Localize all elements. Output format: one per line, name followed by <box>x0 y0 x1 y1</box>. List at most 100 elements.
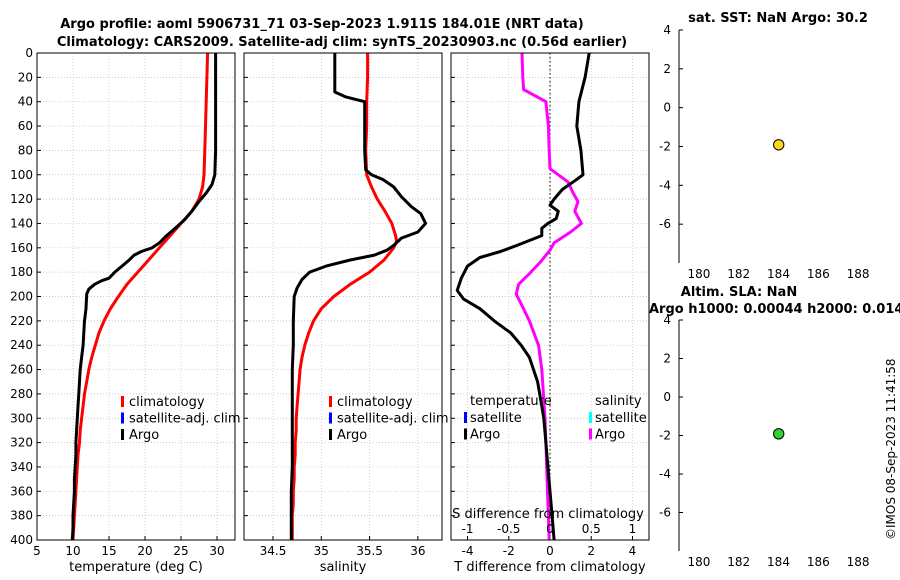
temperature-ytick-label: 260 <box>10 363 33 377</box>
sst-ytick-label: -2 <box>659 140 671 154</box>
difference-top-xtick-label: -0.5 <box>497 522 520 536</box>
temperature-ytick-label: 340 <box>10 460 33 474</box>
temperature-series-climatology <box>71 52 210 541</box>
sst-ytick-label: -6 <box>659 217 671 231</box>
difference-legend-right-label: Argo <box>595 428 625 443</box>
sla-ytick-label: -6 <box>659 506 671 520</box>
sla-ytick-label: 0 <box>663 390 671 404</box>
sst-panel-title: sat. SST: NaN Argo: 30.2 <box>688 11 868 26</box>
sst-xtick-label: 180 <box>687 267 710 281</box>
temperature-ytick-label: 100 <box>10 168 33 182</box>
temperature-ytick-label: 400 <box>10 533 33 547</box>
difference-xtick-label: -2 <box>503 544 515 558</box>
difference-xtick-label: 0 <box>546 544 554 558</box>
temperature-ytick-label: 80 <box>18 143 33 157</box>
difference-top-xlabel: S difference from climatology <box>452 507 644 522</box>
salinity-series-argo <box>289 53 428 540</box>
sst-ytick-label: 4 <box>663 23 671 37</box>
sst-ytick-label: 0 <box>663 101 671 115</box>
difference-legend-right-title: salinity <box>595 394 642 409</box>
difference-legend-right-swatch <box>589 412 592 423</box>
sst-xtick-label: 184 <box>767 267 790 281</box>
timestamp-watermark: ©IMOS 08-Sep-2023 11:41:58 <box>884 358 898 540</box>
salinity-xtick-label: 36 <box>410 544 425 558</box>
temperature-ytick-label: 40 <box>18 95 33 109</box>
difference-legend-right-swatch <box>589 428 592 440</box>
difference-legend-left-label: Argo <box>470 428 500 443</box>
difference-series-temperature-argo <box>455 52 591 541</box>
temperature-xtick-label: 15 <box>101 544 116 558</box>
temperature-ytick-label: 120 <box>10 192 33 206</box>
difference-xlabel: T difference from climatology <box>453 560 646 575</box>
difference-legend-left-title: temperature <box>470 394 552 409</box>
temperature-ytick-label: 0 <box>25 46 33 60</box>
sla-xtick-label: 180 <box>687 555 710 569</box>
temperature-ytick-label: 180 <box>10 265 33 279</box>
sla-panel-subtitle: Argo h1000: 0.00044 h2000: 0.014 <box>649 302 900 317</box>
temperature-xtick-label: 10 <box>65 544 80 558</box>
temperature-xtick-label: 30 <box>209 544 224 558</box>
temperature-ytick-label: 380 <box>10 509 33 523</box>
sst-xtick-label: 182 <box>727 267 750 281</box>
temperature-series-argo <box>70 53 218 541</box>
temperature-xtick-label: 5 <box>33 544 41 558</box>
sst-xtick-label: 186 <box>807 267 830 281</box>
sla-ytick-label: -2 <box>659 429 671 443</box>
difference-top-xtick-label: -1 <box>462 522 474 536</box>
salinity-xlabel: salinity <box>320 560 367 575</box>
temperature-axes-frame <box>36 52 236 541</box>
salinity-legend-swatch <box>329 396 332 407</box>
salinity-legend-label: climatology <box>337 395 413 410</box>
sla-xtick-label: 184 <box>767 555 790 569</box>
figure-title-line1: Argo profile: aoml 5906731_71 03-Sep-202… <box>60 17 584 32</box>
sla-argo-position-marker <box>772 428 785 440</box>
sla-xtick-label: 182 <box>727 555 750 569</box>
difference-xtick-label: 2 <box>587 544 595 558</box>
salinity-series-climatology <box>290 53 399 540</box>
salinity-xtick-label: 35 <box>314 544 329 558</box>
temperature-ytick-label: 360 <box>10 484 33 498</box>
sst-xtick-label: 188 <box>847 267 870 281</box>
sla-ytick-label: -4 <box>659 467 671 481</box>
salinity-legend-label: Argo <box>337 428 367 443</box>
temperature-legend-label: Argo <box>129 428 159 443</box>
figure-title-line2: Climatology: CARS2009. Satellite-adj cli… <box>57 35 627 50</box>
difference-axes-frame <box>450 52 650 541</box>
temperature-ytick-label: 280 <box>10 387 33 401</box>
salinity-legend-label: satellite-adj. clim <box>337 412 449 427</box>
temperature-xtick-label: 25 <box>173 544 188 558</box>
temperature-xtick-label: 20 <box>137 544 152 558</box>
temperature-ytick-label: 240 <box>10 338 33 352</box>
salinity-xtick-label: 34.5 <box>260 544 287 558</box>
salinity-legend-swatch <box>329 429 332 440</box>
temperature-ytick-label: 160 <box>10 241 33 255</box>
sla-panel-title: Altim. SLA: NaN <box>681 285 797 300</box>
temperature-legend-swatch <box>121 396 124 407</box>
sst-argo-position-marker <box>772 139 785 151</box>
temperature-ytick-label: 200 <box>10 290 33 304</box>
temperature-ytick-label: 320 <box>10 436 33 450</box>
difference-top-xtick-label: 0 <box>546 522 554 536</box>
salinity-xtick-label: 35.5 <box>356 544 383 558</box>
temperature-ytick-label: 140 <box>10 216 33 230</box>
difference-xtick-label: -4 <box>462 544 474 558</box>
temperature-ytick-label: 220 <box>10 314 33 328</box>
salinity-axes-frame <box>243 52 443 541</box>
temperature-legend-swatch <box>121 429 124 440</box>
temperature-ytick-label: 300 <box>10 411 33 425</box>
sst-ytick-label: -4 <box>659 178 671 192</box>
difference-top-xtick-label: 1 <box>629 522 637 536</box>
temperature-ytick-label: 20 <box>18 70 33 84</box>
difference-legend-left-label: satellite <box>470 411 522 426</box>
difference-top-xtick-label: 0.5 <box>582 522 601 536</box>
salinity-legend-swatch <box>329 412 332 424</box>
sla-ytick-label: 4 <box>663 313 671 327</box>
difference-legend-left-swatch <box>464 428 467 440</box>
chart-panels: 0204060801001201401601802002202402602803… <box>10 11 900 575</box>
difference-legend-right-label: satellite <box>595 411 647 426</box>
difference-legend-left-swatch <box>464 412 467 423</box>
sla-xtick-label: 188 <box>847 555 870 569</box>
difference-xtick-label: 4 <box>629 544 637 558</box>
temperature-xlabel: temperature (deg C) <box>69 560 203 575</box>
